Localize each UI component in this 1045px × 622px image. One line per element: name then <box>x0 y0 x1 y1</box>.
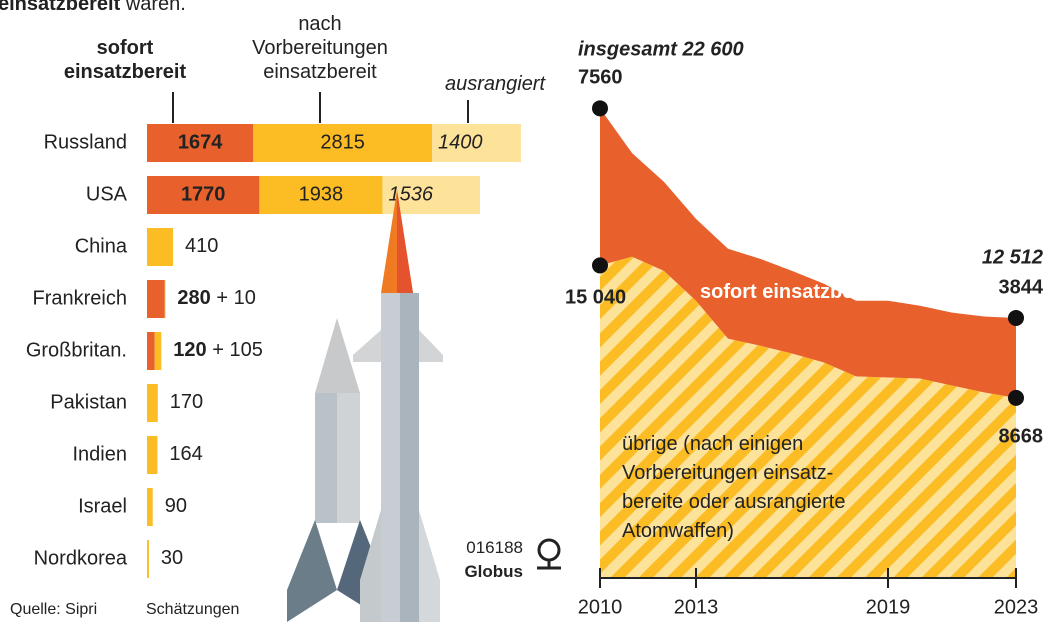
value-label: 164 <box>169 443 202 465</box>
value-label: 30 <box>161 547 183 569</box>
value-text: 164 <box>169 443 202 465</box>
value-text: 280 <box>177 287 210 309</box>
value-label: 15 040 <box>565 286 626 308</box>
source: Quelle: Sipri <box>10 598 97 622</box>
point <box>1008 390 1024 406</box>
x-tick-label: 2013 <box>674 596 719 618</box>
point <box>592 100 608 116</box>
value-text: 120 <box>173 339 206 361</box>
category-label: Pakistan <box>50 391 127 413</box>
category-label: Nordkorea <box>34 547 128 569</box>
bar-segment <box>147 540 149 578</box>
intro: einsatzbereit waren. <box>0 0 186 16</box>
code: 016188 <box>430 536 523 560</box>
globus-logo <box>537 540 561 568</box>
value-text: 90 <box>165 495 187 517</box>
joiner: + <box>207 339 230 361</box>
value-text: 410 <box>185 235 218 257</box>
bar-segment <box>147 280 165 318</box>
value-label: 170 <box>170 391 203 413</box>
area-label: übrige (nach einigen Vorbereitungen eins… <box>622 430 884 546</box>
point <box>1008 310 1024 326</box>
value-text: 105 <box>229 339 262 361</box>
value-label: 2815 <box>320 131 365 153</box>
brand: Globus <box>430 560 523 584</box>
value-text: 170 <box>170 391 203 413</box>
value-label: 280 + 10 <box>177 287 255 309</box>
intro-rest: waren. <box>126 0 186 15</box>
value-label: 120 + 105 <box>173 339 263 361</box>
value-label: 1400 <box>438 131 483 153</box>
intro-bold: einsatzbereit <box>0 0 120 15</box>
point <box>592 257 608 273</box>
value-label: 7560 <box>578 66 623 88</box>
bar-segment <box>147 436 157 474</box>
rocket-illustration <box>287 190 443 622</box>
value-label: 3844 <box>999 276 1044 298</box>
bar-segment <box>147 228 173 266</box>
x-tick-label: 2023 <box>994 596 1039 618</box>
bar-segment <box>155 332 162 370</box>
category-label: USA <box>86 183 128 205</box>
infographic: Russland167428151400USA177019381536China… <box>0 0 1045 622</box>
category-label: Russland <box>44 131 127 153</box>
bar-segment <box>165 280 166 318</box>
bar-segment <box>147 384 158 422</box>
x-tick-label: 2019 <box>866 596 911 618</box>
bar-segment <box>147 488 153 526</box>
bar-segment <box>147 332 155 370</box>
value-label: 1938 <box>299 183 344 205</box>
category-label: Indien <box>73 443 128 465</box>
category-label: Israel <box>78 495 127 517</box>
value-label: 1674 <box>178 131 223 153</box>
category-label: Großbritan. <box>26 339 127 361</box>
note: Schätzungen <box>146 598 239 622</box>
series-header: ausrangiert <box>430 72 560 96</box>
category-label: China <box>75 235 128 257</box>
category-label: Frankreich <box>33 287 127 309</box>
area-label: sofort einsatzbereit <box>700 276 900 308</box>
x-tick-label: 2010 <box>578 596 623 618</box>
series-header: sofort einsatzbereit <box>40 36 210 84</box>
total-label: 12 512 <box>982 246 1043 268</box>
value-label: 8668 <box>999 425 1044 447</box>
total-label: insgesamt 22 600 <box>578 38 744 60</box>
value-text: 30 <box>161 547 183 569</box>
value-label: 1770 <box>181 183 226 205</box>
series-header: nach Vorbereitungen einsatzbereit <box>230 12 410 84</box>
value-text: 10 <box>234 287 256 309</box>
value-label: 410 <box>185 235 218 257</box>
value-label: 90 <box>165 495 187 517</box>
joiner: + <box>211 287 234 309</box>
